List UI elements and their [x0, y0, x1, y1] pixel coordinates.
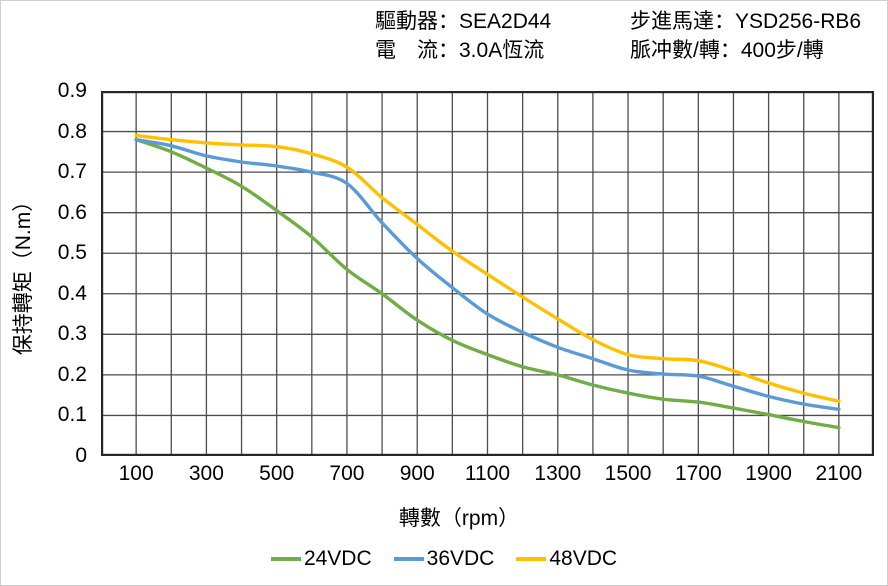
legend-label: 36VDC [426, 547, 495, 570]
driver-value: SEA2D44 [459, 10, 552, 33]
series-line-24vdc [134, 138, 841, 430]
legend-line-icon [270, 557, 301, 561]
pulses-value: 400步/轉 [740, 39, 824, 62]
y-tick-0.6: 0.6 [57, 200, 87, 224]
legend-item-36vdc: 36VDC [393, 547, 495, 571]
y-tick-0.4: 0.4 [57, 281, 87, 305]
x-axis-title: 轉數（rpm） [398, 507, 520, 530]
legend-line-icon [393, 557, 424, 561]
legend-item-24vdc: 24VDC [270, 547, 372, 571]
x-tick-1500: 1500 [604, 462, 652, 485]
y-tick-0.1: 0.1 [57, 403, 87, 427]
driver-label: 驅動器： [375, 10, 459, 33]
current-label: 電 流： [375, 39, 459, 62]
motor-row: 步進馬達：YSD256-RB6 [630, 7, 861, 36]
pulses-row: 脈冲數/轉：400步/轉 [630, 36, 861, 65]
current-value: 3.0A恆流 [459, 39, 545, 62]
driver-row: 驅動器：SEA2D44 [375, 7, 551, 36]
y-tick-0.5: 0.5 [57, 241, 87, 265]
x-tick-300: 300 [188, 462, 224, 485]
legend-label: 24VDC [303, 547, 372, 570]
motor-value: YSD256-RB6 [735, 10, 862, 33]
y-tick-0.7: 0.7 [57, 160, 87, 184]
series-line-36vdc [134, 138, 841, 412]
y-tick-0.8: 0.8 [57, 119, 87, 143]
legend: 24VDC 36VDC 48VDC [1, 547, 887, 571]
x-tick-900: 900 [399, 462, 435, 485]
x-tick-1700: 1700 [674, 462, 722, 485]
legend-item-48vdc: 48VDC [516, 547, 617, 571]
y-tick-0.9: 0.9 [57, 79, 87, 102]
header-left-column: 驅動器：SEA2D44 電 流：3.0A恆流 [375, 7, 551, 65]
x-tick-1100: 1100 [464, 462, 511, 485]
x-tick-1900: 1900 [745, 462, 792, 485]
legend-label: 48VDC [549, 547, 618, 570]
header-right-column: 步進馬達：YSD256-RB6 脈冲數/轉：400步/轉 [630, 7, 861, 65]
motor-label: 步進馬達： [630, 10, 735, 33]
y-tick-0.2: 0.2 [57, 362, 87, 386]
x-tick-100: 100 [118, 462, 154, 485]
x-tick-2100: 2100 [815, 462, 863, 485]
x-tick-500: 500 [259, 462, 295, 485]
x-tick-700: 700 [329, 462, 365, 485]
legend-line-icon [516, 557, 547, 561]
series-line-48vdc [134, 133, 841, 403]
y-tick-0: 0 [75, 444, 87, 467]
y-tick-0.3: 0.3 [57, 322, 87, 346]
plot-area [101, 91, 874, 456]
x-tick-1300: 1300 [534, 462, 582, 485]
pulses-label: 脈冲數/轉： [630, 39, 741, 62]
current-row: 電 流：3.0A恆流 [375, 36, 551, 65]
